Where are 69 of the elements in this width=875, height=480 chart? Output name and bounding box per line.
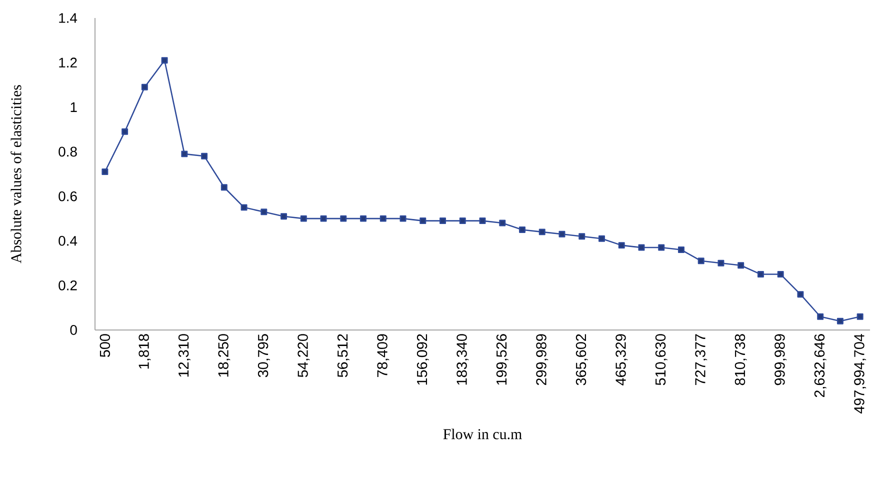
point <box>380 215 386 222</box>
y-tick-label: 0.8 <box>58 146 77 157</box>
point <box>836 318 844 324</box>
point <box>817 313 824 320</box>
point <box>856 313 864 320</box>
y-tick-label: 1 <box>70 102 77 112</box>
x-tick-label: 78,409 <box>377 334 390 377</box>
x-tick-label: 810,738 <box>734 334 747 386</box>
point <box>658 244 665 251</box>
point <box>122 128 128 135</box>
x-tick-label: 510,630 <box>655 334 668 386</box>
point <box>678 246 684 254</box>
x-tick-label: 497,994,704 <box>854 334 866 414</box>
y-tick-label: 0.2 <box>58 280 77 290</box>
point <box>340 215 347 222</box>
point <box>420 218 426 224</box>
point <box>598 235 605 242</box>
point <box>499 220 506 226</box>
point <box>558 230 566 238</box>
y-tick-label: 1.4 <box>59 13 78 23</box>
point <box>300 215 307 222</box>
y-axis-title: Absolute values of elasticities <box>10 85 22 264</box>
point <box>141 84 148 90</box>
point <box>181 150 188 158</box>
point <box>479 218 486 224</box>
point <box>102 168 108 176</box>
point <box>797 291 804 298</box>
x-tick-label: 18,250 <box>218 334 230 377</box>
x-tick-label: 365,602 <box>576 334 588 386</box>
x-axis-title: Flow in cu.m <box>443 428 522 440</box>
x-tick-label: 2,632,646 <box>814 334 826 398</box>
point <box>519 226 526 233</box>
x-tick-label: 727,377 <box>695 334 708 386</box>
point <box>618 242 625 249</box>
point <box>757 271 764 278</box>
point <box>320 215 327 222</box>
point <box>777 271 784 278</box>
point <box>538 228 546 236</box>
point <box>578 233 586 240</box>
point <box>440 218 446 224</box>
point <box>161 57 168 64</box>
point <box>220 184 228 191</box>
point <box>718 260 724 266</box>
x-tick-label: 1,818 <box>138 334 151 369</box>
x-tick-label: 199,526 <box>496 334 508 385</box>
x-tick-label: 183,340 <box>456 334 469 385</box>
point <box>280 213 288 220</box>
x-tick-label: 299,989 <box>536 334 548 386</box>
point <box>400 215 406 222</box>
point <box>201 152 208 160</box>
x-tick-label: 30,795 <box>258 334 270 378</box>
point <box>260 208 268 216</box>
x-tick-label: 465,329 <box>616 334 628 386</box>
y-tick-label: 1.2 <box>59 58 77 68</box>
point <box>360 215 367 222</box>
x-tick-label: 54,220 <box>298 334 310 378</box>
y-tick-label: 0.6 <box>58 191 77 202</box>
point <box>698 258 704 264</box>
point <box>459 218 466 224</box>
y-tick-label: 0 <box>70 325 77 335</box>
x-tick-label: 156,092 <box>416 334 429 385</box>
point <box>240 204 248 211</box>
y-tick-label: 0.4 <box>58 236 78 246</box>
point <box>638 244 645 251</box>
x-tick-label: 56,512 <box>337 334 350 378</box>
x-tick-label: 12,310 <box>178 334 190 377</box>
x-tick-label: 999,989 <box>774 334 787 386</box>
point <box>738 262 744 269</box>
x-tick-label: 500 <box>100 334 110 358</box>
